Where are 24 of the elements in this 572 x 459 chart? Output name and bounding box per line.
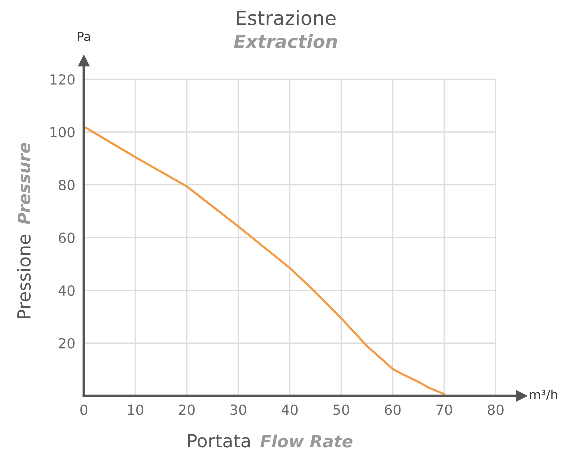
y-tick-label: 60 <box>59 232 75 244</box>
x-tick-label: 70 <box>436 404 452 416</box>
line-series <box>85 127 446 396</box>
y-tick-label: 40 <box>58 286 75 296</box>
y-axis-title: Pressione <box>17 235 31 318</box>
x-tick-label: 10 <box>128 404 144 416</box>
y-tick-label: 80 <box>59 180 75 191</box>
x-tick-label: 40 <box>282 404 298 416</box>
y-tick-label: 120 <box>50 74 75 85</box>
text: Flow Rate <box>260 434 353 448</box>
x-axis-title: Portata <box>188 434 250 448</box>
text: Pa <box>78 32 90 42</box>
y-tick-label: 20 <box>59 338 75 349</box>
x-tick-label: 50 <box>334 404 350 416</box>
x-tick-label: 0 <box>80 404 88 416</box>
text: Pressure <box>18 143 31 225</box>
chart-title: Estrazione <box>237 10 336 26</box>
chart-subtitle: Extraction <box>234 34 338 48</box>
text: m³/h <box>530 390 558 400</box>
x-tick-label: 60 <box>385 404 401 416</box>
y-tick-label: 100 <box>50 127 75 138</box>
x-tick-label: 80 <box>488 404 504 416</box>
x-tick-label: 20 <box>179 404 195 416</box>
x-tick-label: 30 <box>230 404 246 416</box>
